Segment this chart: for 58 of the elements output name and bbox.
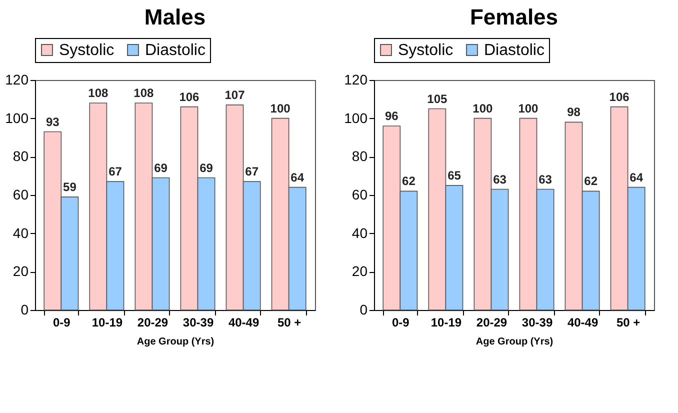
y-tick-label: 20 (352, 263, 368, 280)
x-tick-label: 40-49 (228, 316, 260, 330)
y-tick-label: 40 (352, 224, 368, 241)
legend-label: Diastolic (145, 42, 206, 59)
data-label: 105 (427, 92, 448, 106)
x-tick-label: 0-9 (53, 316, 71, 330)
data-label: 108 (88, 86, 109, 100)
data-label: 69 (154, 160, 168, 175)
y-tick-label: 0 (360, 302, 368, 318)
x-tick-label: 0-9 (392, 316, 410, 330)
y-tick-label: 20 (12, 263, 29, 280)
data-label: 63 (538, 172, 552, 186)
x-axis-title: Age Group (Yrs) (476, 336, 554, 348)
data-label: 108 (134, 86, 154, 100)
y-tick-label: 80 (12, 148, 29, 164)
data-label: 107 (224, 88, 246, 102)
chart-title: Males (144, 4, 206, 30)
data-label: 64 (290, 170, 304, 184)
y-tick-label: 60 (12, 186, 29, 202)
data-label: 106 (609, 90, 630, 104)
data-label: 64 (630, 170, 644, 184)
y-tick-label: 100 (344, 110, 368, 126)
y-tick-label: 80 (352, 148, 368, 164)
data-label: 59 (63, 180, 77, 194)
legend-label: Systolic (398, 42, 454, 59)
data-label: 67 (108, 164, 122, 179)
x-tick-label: 50 + (277, 316, 302, 330)
data-label: 65 (448, 168, 462, 182)
x-axis-title: Age Group (Yrs) (136, 336, 214, 348)
data-label: 63 (493, 172, 507, 186)
legend-label: Systolic (59, 42, 114, 59)
data-label: 93 (46, 114, 60, 129)
y-tick-label: 120 (344, 72, 368, 88)
data-label: 100 (270, 101, 291, 116)
data-label: 106 (179, 90, 200, 104)
data-label: 100 (472, 101, 494, 116)
x-tick-label: 10-19 (92, 316, 123, 330)
y-tick-label: 100 (5, 110, 29, 126)
y-tick-label: 120 (5, 72, 29, 88)
data-label: 62 (402, 174, 416, 188)
x-tick-label: 40-49 (567, 316, 598, 330)
data-label: 62 (584, 174, 598, 188)
y-tick-label: 60 (352, 186, 368, 202)
x-tick-label: 30-39 (522, 316, 553, 330)
data-label: 98 (567, 105, 581, 120)
data-label: 96 (384, 109, 399, 123)
x-tick-label: 20-29 (476, 316, 508, 330)
y-tick-label: 0 (20, 302, 29, 318)
x-tick-label: 50 + (616, 316, 640, 330)
x-tick-label: 20-29 (137, 316, 168, 330)
x-tick-label: 30-39 (182, 316, 214, 330)
data-label: 69 (200, 160, 214, 175)
y-tick-label: 40 (12, 224, 29, 241)
data-label: 100 (518, 101, 539, 116)
chart-title: Females (470, 4, 558, 30)
x-tick-label: 10-19 (430, 316, 462, 330)
data-label: 67 (245, 164, 259, 179)
legend-label: Diastolic (484, 42, 544, 59)
